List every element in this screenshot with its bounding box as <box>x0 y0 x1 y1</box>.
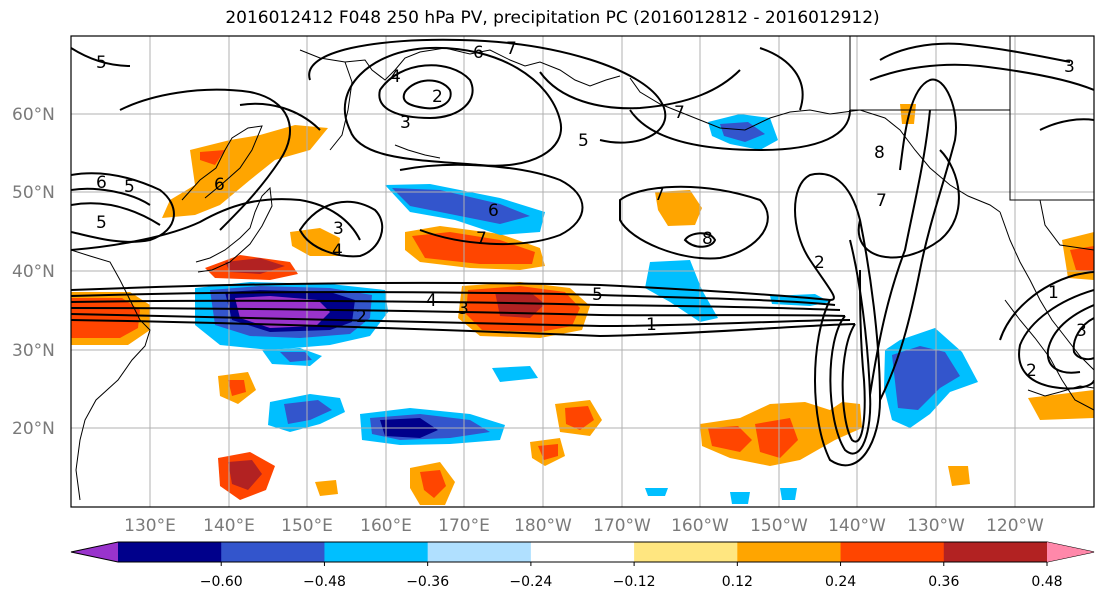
lat-label: 30°N <box>12 341 55 361</box>
lon-label: 160°E <box>360 516 412 536</box>
colorbar-extend-high <box>1047 542 1094 562</box>
colorbar-tick-label: −0.12 <box>613 574 656 590</box>
contour-label: 4 <box>426 291 437 311</box>
colorbar-tick-label: −0.60 <box>200 574 243 590</box>
contour-label: 6 <box>488 201 499 221</box>
contour-label: 3 <box>458 299 469 319</box>
lon-label: 120°W <box>986 516 1044 536</box>
contour-label: 1 <box>1048 283 1059 303</box>
colorbar-cell <box>427 542 532 562</box>
lat-label: 20°N <box>12 419 55 439</box>
latitude-labels: 60°N 50°N 40°N 30°N 20°N <box>12 105 55 439</box>
contour-label: 2 <box>1026 361 1037 381</box>
contour-label: 2 <box>356 307 367 327</box>
contour-label: 7 <box>654 185 665 205</box>
colorbar-cell <box>118 542 222 562</box>
lon-label: 150°W <box>750 516 808 536</box>
lat-label: 60°N <box>12 105 55 125</box>
colorbar-cell <box>530 542 635 562</box>
contour-label: 6 <box>473 43 484 63</box>
contour-label: 4 <box>390 67 401 87</box>
colorbar-cell <box>634 542 738 562</box>
contour-label: 7 <box>674 103 685 123</box>
contour-label: 1 <box>646 315 657 335</box>
contour-label: 4 <box>332 241 343 261</box>
colorbar-extend-low <box>71 542 118 562</box>
lon-label: 130°E <box>124 516 176 536</box>
contour-label: 6 <box>96 173 107 193</box>
contour-labels: 5 6 5 5 6 7 4 2 3 4 3 5 6 7 8 8 7 7 2 6 … <box>96 39 1087 381</box>
colorbar-tick-label: −0.48 <box>303 574 346 590</box>
colorbar-tick-label: 0.12 <box>722 574 753 590</box>
colorbar: −0.60 −0.48 −0.36 −0.24 −0.12 0.12 0.24 0.36 0.4… <box>70 541 1095 590</box>
colorbar-tick-label: 0.48 <box>1031 574 1062 590</box>
contour-label: 7 <box>476 229 487 249</box>
colorbar-tick-label: 0.36 <box>928 574 959 590</box>
lat-label: 50°N <box>12 183 55 203</box>
contour-label: 8 <box>702 229 713 249</box>
contour-label: 7 <box>506 39 517 59</box>
colorbar-tick-label: 0.24 <box>825 574 856 590</box>
colorbar-cell <box>840 542 945 562</box>
contour-label: 6 <box>214 175 225 195</box>
map-frame <box>70 35 1095 508</box>
contour-label: 3 <box>1064 57 1075 77</box>
contour-label: 2 <box>432 87 443 107</box>
longitude-labels: 130°E 140°E 150°E 160°E 170°E 180°W 170°… <box>124 516 1044 536</box>
contour-label: 5 <box>124 177 135 197</box>
contour-label: 3 <box>400 113 411 133</box>
colorbar-tick-label: −0.36 <box>406 574 449 590</box>
contour-label: 5 <box>96 53 107 73</box>
contour-label: 5 <box>96 213 107 233</box>
lon-label: 140°E <box>203 516 255 536</box>
lon-label: 180°W <box>514 516 572 536</box>
coastlines <box>71 36 1094 501</box>
contour-label: 7 <box>876 191 887 211</box>
colorbar-cell <box>221 542 325 562</box>
contour-label: 8 <box>874 143 885 163</box>
lon-label: 170°E <box>438 516 490 536</box>
lon-label: 160°W <box>671 516 729 536</box>
lat-label: 40°N <box>12 262 55 282</box>
colorbar-cell <box>324 542 429 562</box>
map-title: 2016012412 F048 250 hPa PV, precipitatio… <box>225 8 880 28</box>
graticule <box>71 36 1094 507</box>
contour-label: 3 <box>333 219 344 239</box>
contour-label: 3 <box>1076 321 1087 341</box>
contour-label: 5 <box>578 131 589 151</box>
lon-label: 150°E <box>281 516 333 536</box>
contour-label: 5 <box>592 285 603 305</box>
contour-label: 2 <box>814 253 825 273</box>
lon-label: 130°W <box>907 516 965 536</box>
lon-label: 170°W <box>593 516 651 536</box>
colorbar-tick-label: −0.24 <box>509 574 552 590</box>
pv-contours <box>71 38 1094 467</box>
colorbar-cell <box>943 542 1048 562</box>
lon-label: 140°W <box>828 516 886 536</box>
colorbar-cell <box>737 542 842 562</box>
